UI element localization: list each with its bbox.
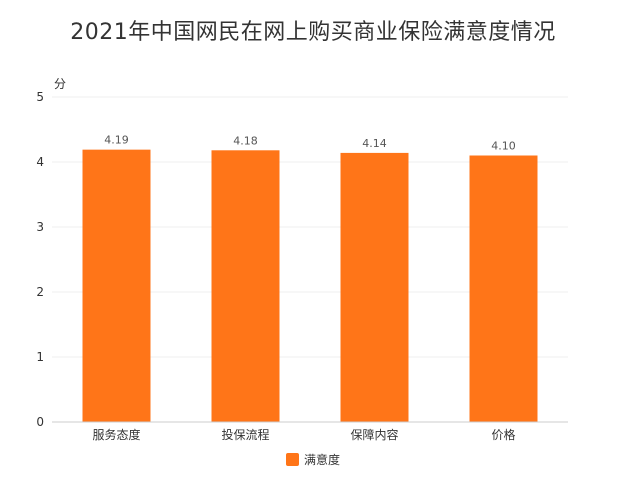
data-label: 4.14 bbox=[362, 137, 387, 150]
y-tick-label: 1 bbox=[36, 350, 44, 364]
y-tick-label: 3 bbox=[36, 220, 44, 234]
y-tick-label: 2 bbox=[36, 285, 44, 299]
y-axis-ticks: 0 1 2 3 4 5 bbox=[36, 90, 44, 429]
y-tick-label: 4 bbox=[36, 155, 44, 169]
y-axis-unit: 分 bbox=[54, 77, 66, 91]
x-category-label: 投保流程 bbox=[221, 427, 269, 442]
x-axis-categories: 服务态度 投保流程 保障内容 价格 bbox=[92, 427, 515, 442]
legend-swatch bbox=[285, 453, 299, 466]
legend-label: 满意度 bbox=[303, 453, 340, 467]
bar-4[interactable] bbox=[469, 155, 538, 423]
data-label: 4.10 bbox=[491, 140, 516, 153]
data-labels: 4.19 4.18 4.14 4.10 bbox=[104, 134, 516, 153]
x-category-label: 保障内容 bbox=[350, 427, 398, 442]
bar-1[interactable] bbox=[82, 149, 151, 422]
bar-3[interactable] bbox=[340, 152, 409, 422]
x-category-label: 服务态度 bbox=[92, 427, 140, 442]
x-category-label: 价格 bbox=[491, 427, 515, 442]
y-tick-label: 0 bbox=[36, 415, 44, 429]
legend[interactable]: 满意度 bbox=[0, 451, 626, 468]
bars bbox=[82, 149, 538, 423]
y-tick-label: 5 bbox=[36, 90, 44, 104]
bar-2[interactable] bbox=[211, 150, 280, 423]
data-label: 4.18 bbox=[233, 134, 258, 147]
data-label: 4.19 bbox=[104, 134, 129, 147]
chart-title: 2021年中国网民在网上购买商业保险满意度情况 bbox=[70, 20, 556, 45]
